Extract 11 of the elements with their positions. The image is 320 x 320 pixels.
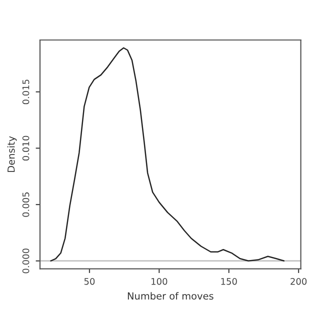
y-tick-label: 0.010 — [22, 136, 30, 161]
x-tick-label: 100 — [152, 278, 168, 285]
y-tick-label: 0.005 — [22, 192, 30, 217]
y-tick-label: 0.000 — [22, 248, 30, 274]
x-axis-title: Number of moves — [128, 292, 214, 300]
line-series — [50, 47, 285, 262]
x-tick-label: 150 — [221, 278, 237, 285]
x-tick-label: 200 — [290, 278, 307, 285]
y-tick-label: 0.015 — [22, 80, 30, 104]
x-tick-label: 50 — [84, 278, 95, 285]
y-axis-title: Density — [7, 136, 17, 172]
